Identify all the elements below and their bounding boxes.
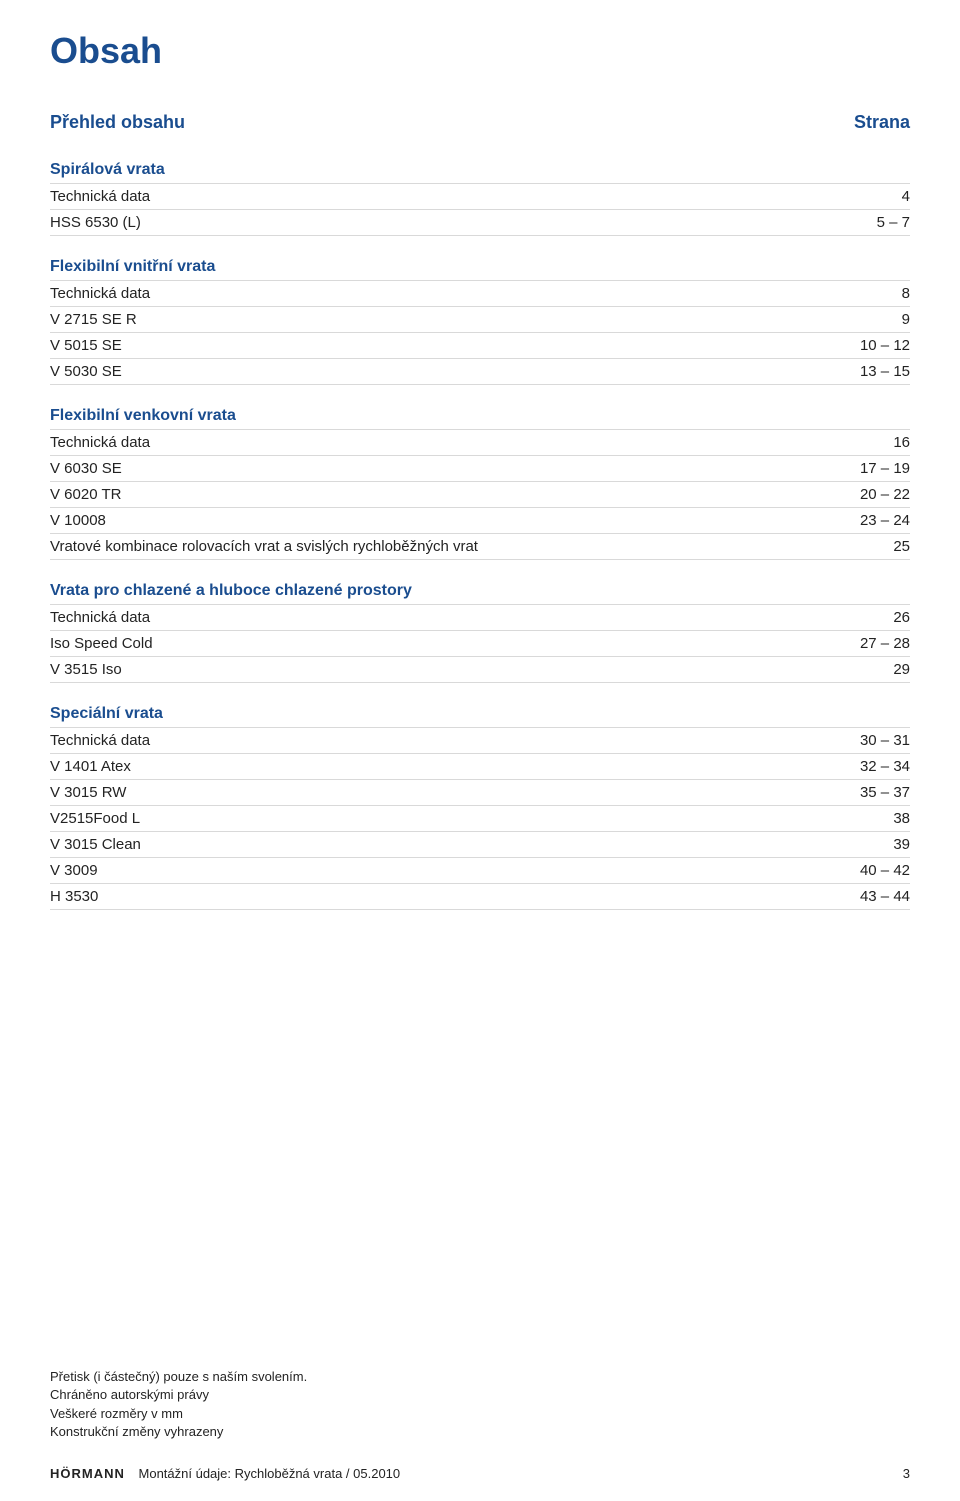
toc-row: V 5030 SE 13 – 15 [50,359,910,385]
toc-row-label: V 5030 SE [50,363,122,380]
footer-note-line: Konstrukční změny vyhrazeny [50,1423,307,1441]
toc-row: Technická data 26 [50,605,910,631]
footer-notes: Přetisk (i částečný) pouze s naším svole… [50,1368,307,1441]
toc-row-page: 27 – 28 [860,635,910,652]
toc-row-label: V 3015 Clean [50,836,141,853]
toc-row-label: Technická data [50,609,150,626]
overview-header: Přehled obsahu Strana [50,112,910,139]
toc-row: V 10008 23 – 24 [50,508,910,534]
toc-row-page: 29 [893,661,910,678]
toc-row-page: 25 [893,538,910,555]
toc-row-page: 23 – 24 [860,512,910,529]
toc-row-label: V 3009 [50,862,98,879]
toc-row: V 5015 SE 10 – 12 [50,333,910,359]
toc-row: Vratové kombinace rolovacích vrat a svis… [50,534,910,560]
toc-row-label: Technická data [50,434,150,451]
page-title: Obsah [50,30,910,72]
toc-row: HSS 6530 (L) 5 – 7 [50,210,910,236]
toc-row-page: 10 – 12 [860,337,910,354]
toc-row: Iso Speed Cold 27 – 28 [50,631,910,657]
section-heading: Flexibilní venkovní vrata [50,403,910,430]
toc-row-label: H 3530 [50,888,98,905]
toc-row-page: 4 [902,188,910,205]
toc-row: V 3015 Clean 39 [50,832,910,858]
toc-row: V 3015 RW 35 – 37 [50,780,910,806]
toc-row-page: 9 [902,311,910,328]
toc-row-label: V 2715 SE R [50,311,137,328]
toc-row: Technická data 30 – 31 [50,728,910,754]
toc-section: Spirálová vrata Technická data 4 HSS 6530 (… [50,157,910,236]
footer-note-line: Přetisk (i částečný) pouze s naším svole… [50,1368,307,1386]
toc-row-page: 38 [893,810,910,827]
toc-row-page: 35 – 37 [860,784,910,801]
doc-info: Montážní údaje: Rychloběžná vrata / 05.2… [139,1466,401,1481]
toc-row-label: Vratové kombinace rolovacích vrat a svis… [50,538,478,555]
section-heading: Spirálová vrata [50,157,910,184]
toc-row: H 3530 43 – 44 [50,884,910,910]
toc-row: V 3515 Iso 29 [50,657,910,683]
toc-row-page: 5 – 7 [877,214,910,231]
toc-row-label: V 6030 SE [50,460,122,477]
table-of-contents: Spirálová vrata Technická data 4 HSS 6530 (… [50,157,910,910]
section-heading: Flexibilní vnitřní vrata [50,254,910,281]
toc-row: Technická data 16 [50,430,910,456]
toc-row-label: HSS 6530 (L) [50,214,141,231]
toc-row-label: Technická data [50,285,150,302]
toc-row: Technická data 4 [50,184,910,210]
footer-note-line: Veškeré rozměry v mm [50,1405,307,1423]
toc-row: V 3009 40 – 42 [50,858,910,884]
overview-label: Přehled obsahu [50,112,185,133]
toc-row-page: 13 – 15 [860,363,910,380]
toc-row-page: 8 [902,285,910,302]
toc-row: V2515Food L 38 [50,806,910,832]
toc-row: V 6020 TR 20 – 22 [50,482,910,508]
toc-row-page: 32 – 34 [860,758,910,775]
toc-row: V 1401 Atex 32 – 34 [50,754,910,780]
toc-row-page: 26 [893,609,910,626]
toc-row-label: V 1401 Atex [50,758,131,775]
toc-row-page: 16 [893,434,910,451]
toc-row-label: V 3015 RW [50,784,126,801]
toc-row-page: 20 – 22 [860,486,910,503]
toc-row-page: 39 [893,836,910,853]
footer-left: HÖRMANN Montážní údaje: Rychloběžná vrat… [50,1466,400,1481]
toc-row-label: Iso Speed Cold [50,635,153,652]
toc-row: V 2715 SE R 9 [50,307,910,333]
footer-note-line: Chráněno autorskými právy [50,1386,307,1404]
toc-section: Speciální vrata Technická data 30 – 31 V 14… [50,701,910,910]
toc-row-label: V 5015 SE [50,337,122,354]
toc-row-label: V 3515 Iso [50,661,122,678]
toc-row-label: V2515Food L [50,810,140,827]
page-number: 3 [903,1466,910,1481]
toc-section: Flexibilní vnitřní vrata Technická data 8 V… [50,254,910,385]
toc-row-label: V 10008 [50,512,106,529]
toc-row-label: V 6020 TR [50,486,121,503]
toc-row-label: Technická data [50,188,150,205]
toc-row-page: 43 – 44 [860,888,910,905]
toc-section: Vrata pro chlazené a hluboce chlazené pr… [50,578,910,683]
toc-row: Technická data 8 [50,281,910,307]
toc-row-page: 30 – 31 [860,732,910,749]
toc-row-label: Technická data [50,732,150,749]
brand-logo: HÖRMANN [50,1466,125,1481]
toc-row-page: 40 – 42 [860,862,910,879]
page-column-label: Strana [854,112,910,133]
section-heading: Speciální vrata [50,701,910,728]
page-footer: HÖRMANN Montážní údaje: Rychloběžná vrat… [50,1466,910,1481]
toc-row: V 6030 SE 17 – 19 [50,456,910,482]
toc-row-page: 17 – 19 [860,460,910,477]
toc-section: Flexibilní venkovní vrata Technická data 1… [50,403,910,560]
section-heading: Vrata pro chlazené a hluboce chlazené pr… [50,578,910,605]
